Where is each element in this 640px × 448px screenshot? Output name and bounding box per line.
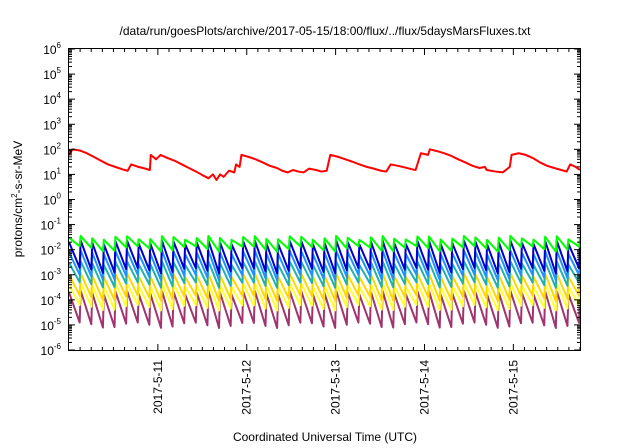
y-tick-exponent: -1 [54,217,62,226]
y-tick-base: 10 [41,344,55,358]
x-tick-label: 2017-5-13 [329,360,343,415]
y-tick-label: 106 [43,41,61,57]
y-tick-exponent: 5 [57,66,62,75]
x-tick-label: 2017-5-11 [151,360,165,414]
y-tick-exponent: 1 [57,166,62,175]
x-tick-label: 2017-5-12 [240,360,254,415]
y-tick-base: 10 [41,319,55,333]
y-tick-base: 10 [43,194,57,208]
y-tick-label: 10-2 [41,242,62,258]
series-line [68,148,581,181]
y-tick-label: 100 [43,192,61,208]
y-tick-label: 10-1 [41,217,62,233]
y-tick-label: 10-3 [41,267,62,283]
y-tick-base: 10 [43,93,57,107]
y-tick-label: 103 [43,116,61,132]
y-axis-label-sup: 2 [10,193,19,198]
x-axis-label: Coordinated Universal Time (UTC) [233,430,417,444]
x-axis: 2017-5-11 2017-5-12 2017-5-13 2017-5-14 2017… [79,49,581,415]
y-tick-label: 10-4 [41,292,62,308]
y-tick-exponent: 6 [57,41,62,50]
y-tick-base: 10 [43,68,57,82]
y-tick-label: 101 [43,166,61,182]
y-tick-base: 10 [41,219,55,233]
y-tick-base: 10 [43,118,57,132]
y-tick-exponent: -3 [54,267,62,276]
y-tick-exponent: -2 [54,242,62,251]
y-tick-exponent: 3 [57,116,62,125]
series-line [68,234,581,253]
plot-frame [68,48,581,351]
y-tick-exponent: 4 [57,91,62,100]
y-tick-label: 105 [43,66,61,82]
y-tick-label: 10-5 [41,317,62,333]
y-tick-base: 10 [43,43,57,57]
y-tick-exponent: 2 [57,141,62,150]
y-tick-exponent: -5 [54,317,62,326]
y-tick-base: 10 [41,294,55,308]
y-tick-exponent: -6 [54,342,62,351]
series-layer [68,148,581,330]
y-tick-label: 102 [43,141,61,157]
y-tick-base: 10 [41,244,55,258]
chart-title: /data/run/goesPlots/archive/2017-05-15/1… [120,24,532,38]
x-tick-label: 2017-5-14 [417,360,431,415]
y-tick-base: 10 [43,168,57,182]
y-tick-exponent: -4 [54,292,62,301]
y-axis-label: protons/cm2-s-sr-MeV [10,141,25,257]
y-axis: 10-610-510-410-310-210-11001011021031041… [41,41,580,358]
x-tick-label: 2017-5-15 [506,360,520,415]
y-tick-base: 10 [43,143,57,157]
y-tick-label: 104 [43,91,61,107]
y-axis-label-rest: -s-sr-MeV [11,141,25,194]
y-tick-base: 10 [41,269,55,283]
y-tick-exponent: 0 [57,192,62,201]
y-tick-label: 10-6 [41,342,62,358]
y-axis-label-base: protons/cm [11,198,25,257]
